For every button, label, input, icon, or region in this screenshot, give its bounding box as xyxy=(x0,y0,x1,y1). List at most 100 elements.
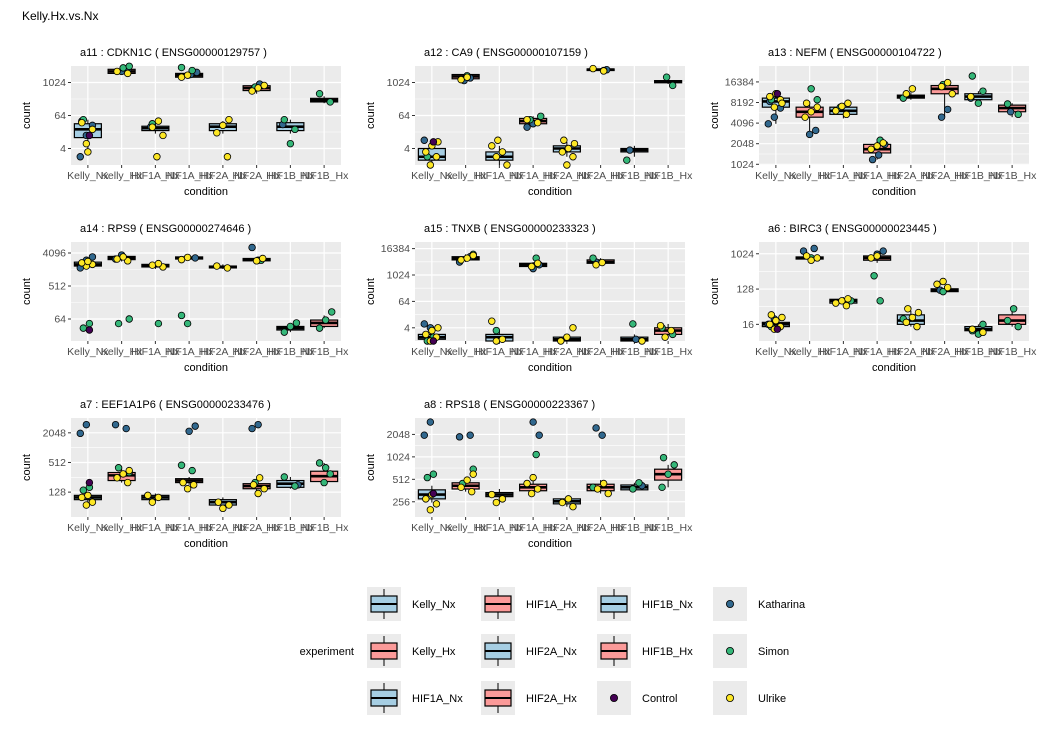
data-point-ulrike xyxy=(148,498,157,506)
data-point-ulrike xyxy=(560,136,568,144)
data-point-ulrike xyxy=(770,103,779,111)
data-point-simon xyxy=(188,66,196,75)
data-point-ulrike xyxy=(179,478,187,487)
data-point-ulrike xyxy=(213,262,221,270)
data-point-ulrike xyxy=(599,479,608,488)
data-point-simon xyxy=(423,473,432,482)
data-point-simon xyxy=(635,479,643,487)
y-tick-label: 64 xyxy=(398,110,410,122)
data-point-ulrike xyxy=(183,71,192,79)
y-tick-label: 64 xyxy=(54,110,66,122)
data-point-katharina xyxy=(248,424,256,433)
x-tick-label: Kelly_Hx xyxy=(445,170,487,182)
legend-item: HIF2A_Nx xyxy=(481,634,577,668)
y-tick-label: 8192 xyxy=(731,97,755,109)
x-tick-label: Kelly_Nx xyxy=(67,170,109,182)
data-point-ulrike xyxy=(248,87,256,95)
x-tick-label: HIF1B_Nx xyxy=(266,346,315,358)
x-tick-label: HIF1B_Nx xyxy=(954,346,1003,358)
data-point-simon xyxy=(320,478,328,487)
legend-label: HIF2A_Nx xyxy=(526,646,577,658)
data-point-ulrike xyxy=(873,252,881,260)
x-tick-label: Kelly_Nx xyxy=(755,346,797,358)
x-tick-label: Kelly_Hx xyxy=(101,170,143,182)
y-axis-title: count xyxy=(21,102,33,129)
y-tick-label: 1024 xyxy=(43,77,67,89)
data-point-simon xyxy=(629,320,637,328)
chart-title: a11 : CDKN1C ( ENSG00000129757 ) xyxy=(80,47,267,59)
data-point-ulrike xyxy=(223,153,232,161)
data-point-katharina xyxy=(420,431,428,439)
data-point-ulrike xyxy=(844,295,852,303)
x-axis-title: condition xyxy=(184,538,228,550)
x-tick-label: Kelly_Nx xyxy=(755,170,797,182)
data-point-katharina xyxy=(191,254,199,262)
x-tick-label: Kelly_Hx xyxy=(789,346,831,358)
data-point-ulrike xyxy=(902,318,911,327)
x-tick-label: HIF1A_Hx xyxy=(509,522,558,534)
data-point-ulrike xyxy=(260,81,268,90)
data-point-ulrike xyxy=(488,142,496,150)
data-point-simon xyxy=(629,485,637,493)
chart-panel: a14 : RPS9 ( ENSG00000274646 ) 64 512 4096 K… xyxy=(21,223,349,374)
data-point-simon xyxy=(658,483,666,492)
x-axis-title: condition xyxy=(872,186,916,198)
legend-label: Katharina xyxy=(758,599,806,611)
y-tick-label: 128 xyxy=(48,487,66,499)
x-tick-label: HIF1A_Hx xyxy=(853,170,902,182)
legend-item: Simon xyxy=(713,634,789,668)
data-point-ulrike xyxy=(463,73,471,81)
data-point-simon xyxy=(79,324,88,332)
x-tick-label: Kelly_Hx xyxy=(101,346,143,358)
x-tick-label: HIF1B_Nx xyxy=(266,522,315,534)
data-point-ulrike xyxy=(558,498,567,507)
y-tick-label: 4096 xyxy=(43,248,67,260)
data-point-ulrike xyxy=(767,311,776,319)
data-point-ulrike xyxy=(144,491,152,500)
data-point-simon xyxy=(85,319,94,328)
x-tick-label: Kelly_Nx xyxy=(411,346,453,358)
data-point-ulrike xyxy=(604,489,612,498)
data-point-ulrike xyxy=(153,153,161,161)
data-point-ulrike xyxy=(468,487,476,496)
data-point-ulrike xyxy=(913,322,921,331)
data-point-ulrike xyxy=(527,262,536,271)
chart-panel: a6 : BIRC3 ( ENSG00000023445 ) 16 128 1024 K… xyxy=(709,223,1037,374)
x-axis-title: condition xyxy=(184,186,228,198)
y-axis-title: count xyxy=(365,102,377,129)
data-point-ulrike xyxy=(154,493,163,502)
data-point-katharina xyxy=(466,431,474,439)
data-point-ulrike xyxy=(529,473,537,482)
data-point-simon xyxy=(1014,322,1022,331)
data-point-ulrike xyxy=(154,259,163,268)
chart-panel: a13 : NEFM ( ENSG00000104722 ) 1024 2048 40… xyxy=(709,47,1037,198)
legend-label: Simon xyxy=(758,646,789,658)
data-point-ulrike xyxy=(844,99,852,107)
data-point-ulrike xyxy=(778,313,786,322)
data-point-ulrike xyxy=(123,69,132,78)
data-point-simon xyxy=(79,486,88,494)
y-axis-title: count xyxy=(21,454,33,481)
x-tick-label: HIF1B_Hx xyxy=(300,346,349,358)
data-point-ulrike xyxy=(84,148,92,156)
data-point-control xyxy=(85,326,94,334)
data-point-ulrike xyxy=(463,254,471,262)
data-point-ulrike xyxy=(252,257,261,265)
data-point-ulrike xyxy=(563,161,571,169)
x-tick-label: Kelly_Hx xyxy=(789,170,831,182)
data-point-control xyxy=(429,138,438,146)
y-tick-label: 64 xyxy=(54,314,66,326)
legend-item: HIF1A_Nx xyxy=(367,681,463,715)
x-tick-label: HIF1B_Hx xyxy=(300,522,349,534)
data-point-ulrike xyxy=(914,308,923,317)
data-point-simon xyxy=(177,63,186,72)
legend-label: Kelly_Nx xyxy=(412,599,456,611)
x-tick-label: HIF1B_Nx xyxy=(610,170,659,182)
y-tick-label: 128 xyxy=(736,284,754,296)
data-point-ulrike xyxy=(533,118,542,127)
data-point-ulrike xyxy=(564,144,573,153)
data-point-simon xyxy=(328,308,336,316)
data-point-ulrike xyxy=(457,75,465,84)
data-point-control xyxy=(429,489,438,498)
x-tick-label: HIF2A_Hx xyxy=(576,346,625,358)
